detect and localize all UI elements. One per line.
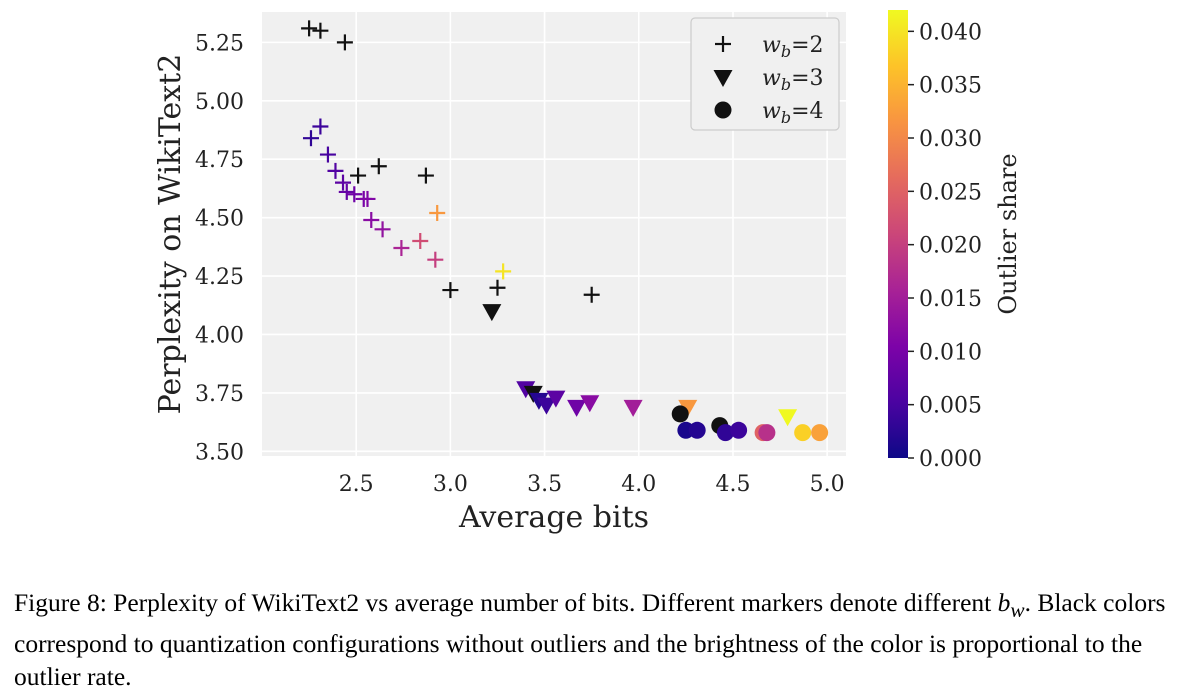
- x-tick-label: 3.5: [527, 472, 562, 497]
- legend-label: wb=2: [762, 33, 824, 61]
- point-triangle-down: [516, 381, 536, 399]
- y-tick-label: 4.75: [195, 148, 244, 173]
- y-tick-label: 5.00: [195, 90, 244, 115]
- point-plus: [335, 174, 352, 191]
- point-plus: [429, 204, 446, 221]
- point-plus: [363, 211, 380, 228]
- point-circle: [730, 421, 748, 439]
- point-plus: [302, 130, 319, 147]
- point-plus: [370, 158, 387, 175]
- point-plus: [301, 20, 318, 37]
- y-axis-label: Perplexity on WikiText2: [153, 54, 188, 415]
- colorbar-tick-label: 0.000: [919, 447, 982, 472]
- y-tick-label: 3.50: [195, 440, 244, 465]
- x-tick-label: 4.0: [621, 472, 656, 497]
- x-tick-label: 4.5: [715, 472, 750, 497]
- x-tick-label: 2.5: [339, 472, 374, 497]
- point-plus: [495, 263, 512, 280]
- axis-ticks: 2.5 3.0 3.5 4.0 4.5 5.0 3.50 3.75 4.00 4.25 4.50 4.…: [195, 31, 845, 497]
- point-circle: [794, 424, 812, 442]
- y-tick-label: 4.00: [195, 323, 244, 348]
- point-plus: [350, 167, 367, 184]
- caption-math-base: b: [997, 588, 1011, 617]
- legend-marker-circle: [714, 101, 732, 119]
- colorbar-tick-label: 0.030: [919, 127, 982, 152]
- point-plus: [442, 282, 459, 299]
- legend: wb=2 wb=3 wb=4: [690, 17, 840, 131]
- point-plus: [336, 34, 353, 51]
- y-tick-label: 3.75: [195, 382, 244, 407]
- colorbar-tick-label: 0.020: [919, 234, 982, 259]
- point-plus: [393, 240, 410, 257]
- point-triangle-down: [482, 304, 502, 322]
- figure-caption: Figure 8: Perplexity of WikiText2 vs ave…: [14, 586, 1190, 693]
- legend-marker-triangle-down: [713, 70, 733, 87]
- point-circle: [758, 424, 776, 442]
- point-plus: [319, 146, 336, 163]
- colorbar-tick-label: 0.040: [919, 20, 982, 45]
- colorbar-gradient: [888, 10, 908, 458]
- point-triangle-down: [567, 399, 587, 417]
- point-plus: [327, 162, 344, 179]
- x-axis-label: Average bits: [458, 500, 649, 535]
- point-circle: [811, 424, 829, 442]
- point-triangle-down: [778, 409, 798, 427]
- point-plus: [412, 233, 429, 250]
- colorbar: 0.000 0.005 0.010 0.015 0.020 0.025 0.030 0.035…: [888, 10, 1022, 472]
- caption-text-1: Figure 8: Perplexity of WikiText2 vs ave…: [14, 588, 998, 617]
- colorbar-tick-label: 0.015: [919, 287, 982, 312]
- point-triangle-down: [678, 399, 698, 417]
- point-plus: [427, 251, 444, 268]
- data-points: [301, 20, 829, 442]
- point-triangle-down: [580, 395, 600, 413]
- point-plus: [374, 221, 391, 238]
- y-tick-label: 5.25: [195, 31, 244, 56]
- point-circle: [716, 424, 734, 442]
- legend-label: wb=3: [762, 66, 824, 94]
- colorbar-tick-label: 0.035: [919, 74, 982, 99]
- point-triangle-down: [546, 390, 566, 408]
- colorbar-tick-label: 0.025: [919, 180, 982, 205]
- grid-lines: [262, 12, 846, 456]
- y-tick-label: 4.50: [195, 207, 244, 232]
- point-plus: [489, 279, 506, 296]
- caption-text-2: . Black colors correspond to quantizatio…: [14, 588, 1166, 692]
- caption-math-sub: w: [1010, 598, 1025, 623]
- point-plus: [338, 183, 355, 200]
- point-triangle-down: [529, 392, 549, 410]
- legend-label: wb=4: [762, 99, 824, 127]
- colorbar-label: Outlier share: [994, 153, 1022, 314]
- legend-marker-plus: [715, 36, 731, 52]
- point-plus: [346, 186, 363, 203]
- y-tick-label: 4.25: [195, 265, 244, 290]
- x-tick-label: 5.0: [810, 472, 845, 497]
- x-tick-label: 3.0: [433, 472, 468, 497]
- point-plus: [583, 286, 600, 303]
- point-plus: [312, 118, 329, 135]
- colorbar-tick-label: 0.005: [919, 394, 982, 419]
- point-circle: [688, 421, 706, 439]
- point-triangle-down: [623, 399, 643, 417]
- colorbar-tick-label: 0.010: [919, 340, 982, 365]
- point-circle: [671, 405, 689, 423]
- point-triangle-down: [536, 397, 556, 415]
- point-plus: [359, 190, 376, 207]
- scatter-chart: 2.5 3.0 3.5 4.0 4.5 5.0 3.50 3.75 4.00 4.25 4.50 4.…: [153, 10, 1022, 535]
- legend-box: [690, 17, 840, 131]
- point-plus: [417, 167, 434, 184]
- point-plus: [312, 22, 329, 39]
